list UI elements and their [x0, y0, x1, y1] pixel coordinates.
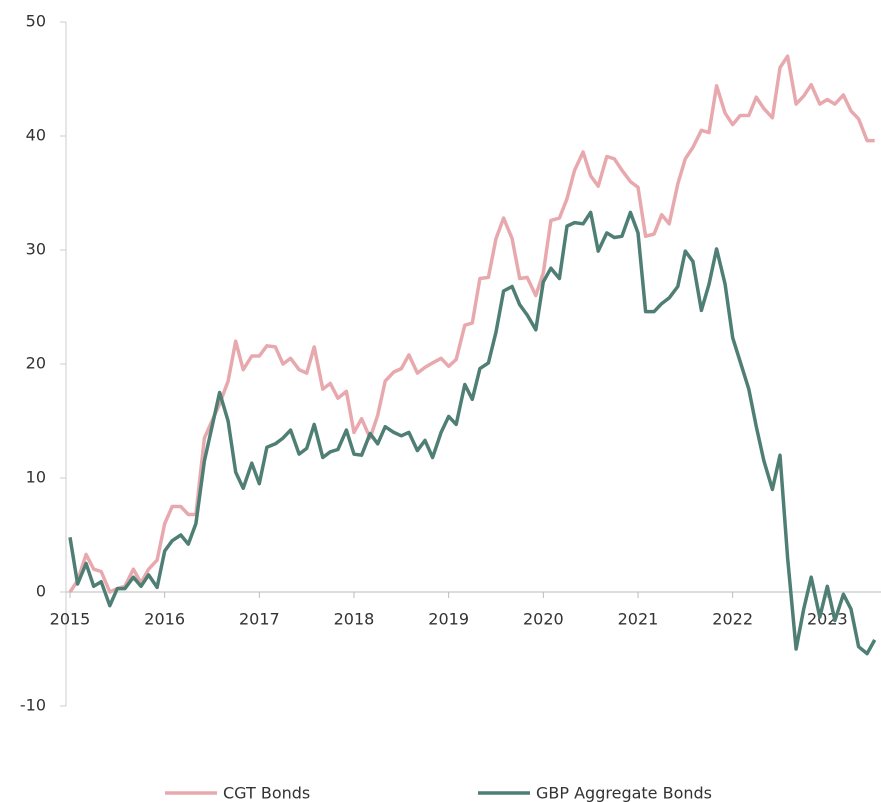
line-series [68, 210, 877, 656]
x-tick-label: 2023 [807, 610, 848, 629]
x-tick-label: 2015 [50, 610, 91, 629]
y-tick-label: 10 [26, 468, 46, 487]
y-tick-label: 40 [26, 126, 46, 145]
y-tick-label: -10 [20, 696, 46, 715]
y-tick-label: 0 [36, 582, 46, 601]
line-series [68, 54, 875, 594]
x-tick-label: 2017 [239, 610, 280, 629]
legend-label: CGT Bonds [223, 784, 310, 802]
x-tick-label: 2018 [334, 610, 375, 629]
y-tick-label: 30 [26, 240, 46, 259]
x-tick-label: 2019 [428, 610, 469, 629]
x-tick-label: 2021 [618, 610, 659, 629]
y-tick-label: 20 [26, 354, 46, 373]
y-tick-label: 50 [26, 12, 46, 31]
x-tick-label: 2020 [523, 610, 564, 629]
x-tick-label: 2016 [144, 610, 185, 629]
legend-label: GBP Aggregate Bonds [536, 784, 712, 802]
x-tick-label: 2022 [712, 610, 753, 629]
